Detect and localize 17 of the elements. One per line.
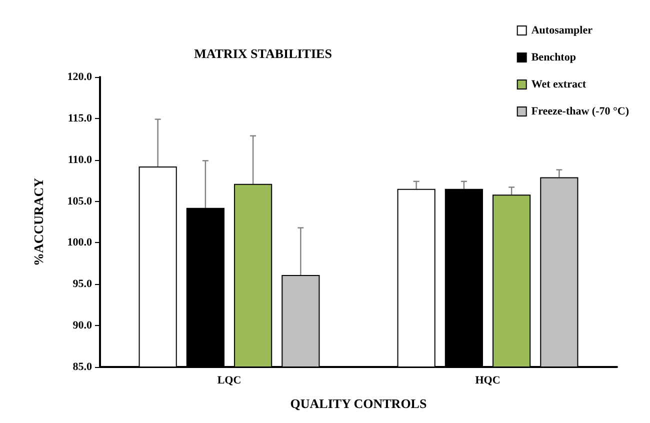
legend-label: Wet extract xyxy=(531,78,586,90)
chart-title: MATRIX STABILITIES xyxy=(194,46,332,61)
y-tick-label: 105.0 xyxy=(67,195,92,208)
x-tick-label: HQC xyxy=(475,374,500,386)
legend-label: Benchtop xyxy=(531,52,576,64)
legend-label: Autosampler xyxy=(531,24,593,36)
y-tick-label: 90.0 xyxy=(72,320,92,332)
y-tick-label: 100.0 xyxy=(67,236,92,249)
y-axis-title: %ACCURACY xyxy=(31,177,46,266)
y-tick-label: 110.0 xyxy=(68,154,92,166)
y-tick-label: 95.0 xyxy=(72,278,92,290)
x-axis-title: QUALITY CONTROLS xyxy=(290,396,427,411)
legend-label: Freeze-thaw (-70 °C) xyxy=(531,106,630,118)
y-tick-label: 120.0 xyxy=(67,71,92,83)
y-tick-label: 115.0 xyxy=(68,112,92,124)
x-tick-label: LQC xyxy=(217,374,242,386)
y-tick-label: 85.0 xyxy=(72,361,92,373)
